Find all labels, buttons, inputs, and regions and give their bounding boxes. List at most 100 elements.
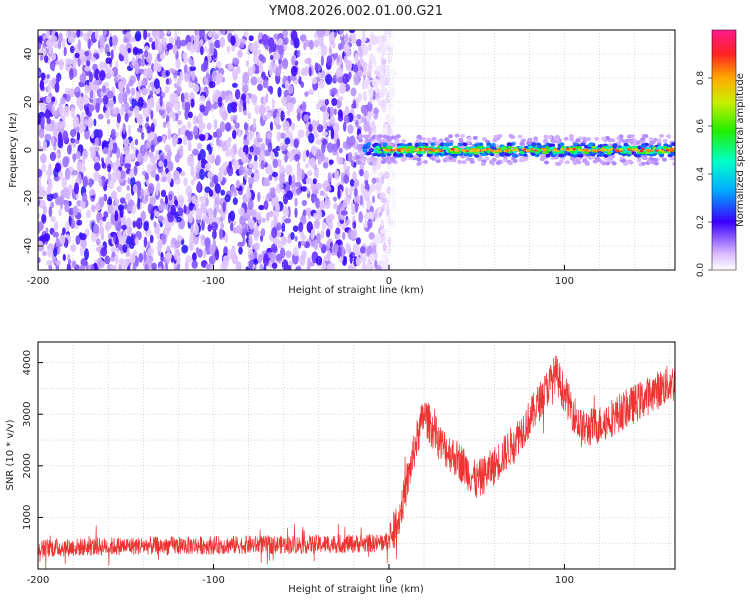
spectrogram-cell xyxy=(82,176,89,188)
spectrogram-cell xyxy=(84,50,90,57)
spectrogram-cell xyxy=(192,83,200,93)
spectrogram-cell xyxy=(46,117,51,125)
spectrogram-cell xyxy=(195,247,200,255)
spectrogram-cell xyxy=(119,197,126,204)
spectrogram-cell xyxy=(194,30,198,36)
spectrogram-cell xyxy=(306,149,310,158)
spectrogram-cell xyxy=(245,60,249,67)
spectrogram-cell xyxy=(51,104,55,116)
spectrogram-cell xyxy=(70,107,76,119)
spectrogram-cell xyxy=(99,226,105,235)
spectrogram-cell xyxy=(51,61,56,72)
spectrogram-cell xyxy=(329,115,336,125)
spectrogram-cell xyxy=(254,104,260,115)
spectrogram-cell xyxy=(58,209,62,217)
spectrogram-cell xyxy=(268,210,274,218)
spectrogram-cell xyxy=(34,111,38,118)
spectrogram-cell xyxy=(333,196,337,202)
snr-series-line xyxy=(38,355,675,569)
spectrogram-cell xyxy=(179,145,184,157)
spectrogram-cell xyxy=(192,252,197,262)
spectrogram-cell xyxy=(382,138,388,143)
spectrogram-cell xyxy=(627,148,631,151)
spectrogram-cell xyxy=(253,117,257,129)
spectrogram-cell xyxy=(227,103,233,114)
spectrogram-cell xyxy=(276,124,281,130)
spectrogram-cell xyxy=(199,104,205,113)
spectrogram-cell xyxy=(371,177,377,184)
spectrogram-cell xyxy=(259,150,265,161)
spectrogram-cell xyxy=(363,170,369,181)
spectrogram-cell xyxy=(126,185,130,191)
spectrogram-cell xyxy=(50,216,56,222)
spectrogram-cell xyxy=(87,38,92,50)
spectrogram-cell xyxy=(127,177,131,185)
spectrogram-cell xyxy=(498,149,502,153)
spectrogram-cell xyxy=(54,162,62,173)
spectrogram-cell xyxy=(499,153,505,157)
spectrogram-cell xyxy=(274,151,279,158)
spectrogram-cell xyxy=(70,137,76,144)
spectrogram-cell xyxy=(508,133,514,138)
spectrogram-cell xyxy=(103,193,108,202)
spectrogram-cell xyxy=(331,87,338,96)
spectrogram-cell xyxy=(85,59,91,67)
spectrogram-cell xyxy=(443,157,448,162)
spectrogram-cell xyxy=(99,35,104,47)
spectrogram-cell xyxy=(319,190,325,197)
spectrogram-cell xyxy=(280,110,285,122)
spectrogram-cell xyxy=(378,42,382,49)
spectrogram-cell xyxy=(81,56,85,67)
spectrogram-cell xyxy=(523,157,529,162)
spectrogram-cell xyxy=(416,161,422,166)
spectrogram-cell xyxy=(274,201,280,211)
x-tick-label: 100 xyxy=(555,575,574,586)
spectrogram-cell xyxy=(525,149,530,153)
spectrogram-cell xyxy=(400,157,406,162)
spectrogram-cell xyxy=(656,138,662,143)
spectrogram-cell xyxy=(207,134,213,141)
spectrogram-cell xyxy=(599,160,605,165)
spectrogram-cell xyxy=(155,102,160,113)
spectrogram-cell xyxy=(187,121,192,129)
spectrogram-cell xyxy=(515,148,519,151)
spectrogram-cell xyxy=(578,154,584,158)
spectrogram-cell xyxy=(275,116,280,125)
spectrogram-cell xyxy=(76,219,83,226)
spectrogram-cell xyxy=(288,174,292,186)
spectrogram-cell xyxy=(221,110,228,121)
spectrogram-cell xyxy=(162,121,167,128)
spectrogram-cell xyxy=(332,42,336,49)
spectrogram-cell xyxy=(460,133,466,138)
spectrogram-cell xyxy=(616,141,622,146)
spectrogram-cell xyxy=(208,31,213,38)
spectrogram-cell xyxy=(150,213,154,221)
spectrogram-cell xyxy=(543,139,549,144)
spectrogram-cell xyxy=(51,96,56,103)
spectrogram-cell xyxy=(110,49,114,61)
spectrogram-cell xyxy=(374,209,378,219)
spectrogram-cell xyxy=(286,190,293,200)
spectrogram-cell xyxy=(257,254,263,264)
spectrogram-cell xyxy=(232,69,239,77)
spectrogram-cell xyxy=(74,87,80,93)
spectrogram-cell xyxy=(106,119,111,125)
spectrogram-cell xyxy=(382,242,387,253)
spectrogram-cell xyxy=(382,148,387,151)
spectrogram-cell xyxy=(248,42,256,53)
spectrogram-cell xyxy=(246,186,250,197)
spectrogram-cell xyxy=(335,227,341,235)
spectrogram-cell xyxy=(639,149,644,153)
spectrogram-cell xyxy=(377,206,382,214)
spectrogram-cell xyxy=(502,146,508,150)
spectrogram-cell xyxy=(220,189,226,196)
spectrogram-cell xyxy=(321,131,329,137)
spectrogram-cell xyxy=(72,116,80,128)
spectrogram-cell xyxy=(46,169,53,177)
spectrogram-cell xyxy=(244,169,248,180)
spectrogram-cell xyxy=(166,30,171,35)
spectrogram-cell xyxy=(558,153,564,158)
spectrogram-cell xyxy=(129,253,136,264)
spectrogram-cell xyxy=(367,101,373,112)
spectrogram-cell xyxy=(494,149,499,153)
